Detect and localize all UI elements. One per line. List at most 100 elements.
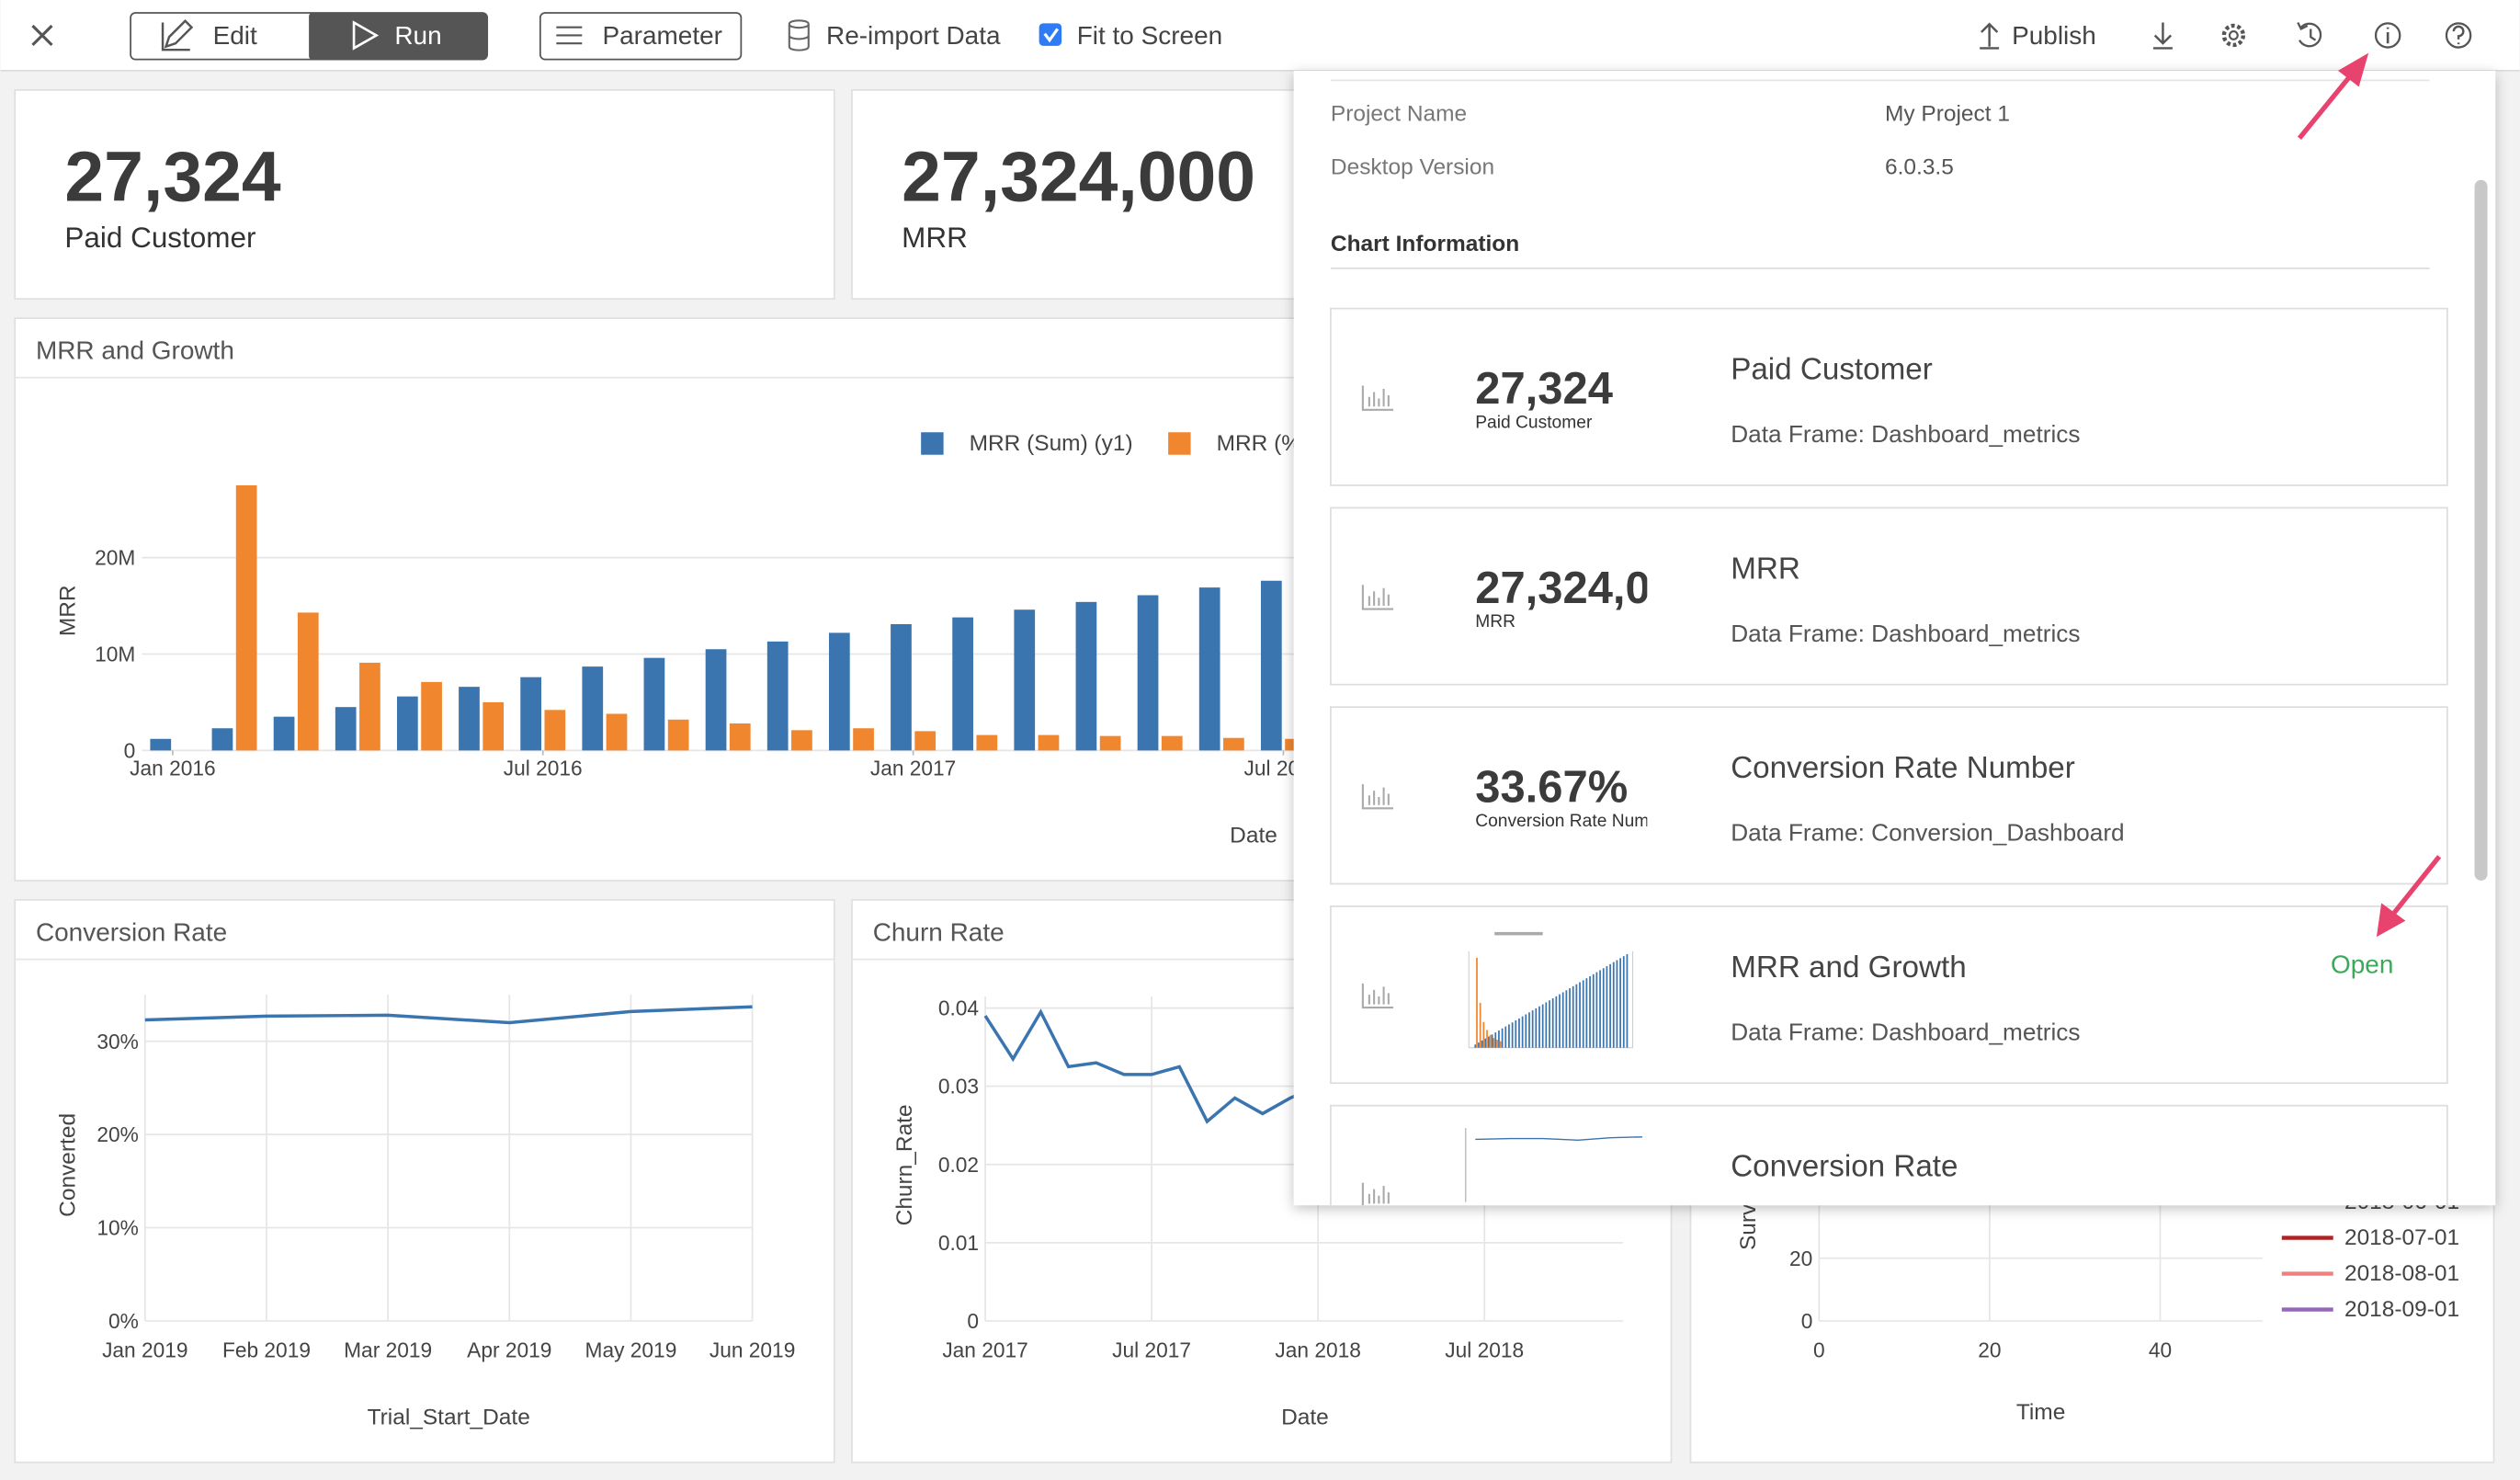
- bar: [1137, 595, 1159, 751]
- arrow: [2297, 75, 2352, 140]
- reimport-button[interactable]: Re-import Data: [826, 21, 1001, 50]
- bar: [766, 641, 789, 751]
- kpi-label: MRR: [902, 222, 968, 254]
- x-tick-label: Jan 2019: [102, 1338, 187, 1361]
- parameter-button-bg[interactable]: [539, 12, 743, 61]
- item-title: MRR and Growth: [1731, 951, 1966, 985]
- y-tick-label: 10%: [96, 1216, 138, 1240]
- preview-label: MRR: [1475, 612, 1515, 632]
- history-icon[interactable]: [2297, 21, 2322, 48]
- legend-swatch: [1168, 432, 1191, 455]
- bar: [791, 730, 812, 751]
- chart-icon: [1361, 585, 1394, 610]
- x-axis-label: Time: [2016, 1400, 2065, 1425]
- settings-icon[interactable]: [2221, 23, 2246, 48]
- preview-label: Conversion Rate Number: [1475, 812, 1674, 831]
- x-tick-label: Jul 2016: [504, 757, 583, 780]
- publish-button[interactable]: Publish: [2012, 21, 2096, 50]
- chart-card: [14, 899, 835, 1463]
- bar: [150, 738, 172, 751]
- bar: [273, 716, 295, 751]
- chart-icon: [1361, 1182, 1390, 1206]
- chart-icon: [1361, 385, 1394, 411]
- preview-label: Paid Customer: [1475, 413, 1593, 432]
- bar: [582, 666, 604, 751]
- bar: [952, 617, 973, 751]
- y-tick-label: 0: [1801, 1309, 1813, 1333]
- x-tick-label: Mar 2019: [344, 1338, 432, 1361]
- y-tick-label: 0.03: [938, 1075, 979, 1099]
- bar: [828, 632, 850, 751]
- y-tick-label: 20M: [95, 546, 135, 570]
- edit-icon: [161, 18, 194, 51]
- bar: [853, 728, 874, 751]
- chart-item: [1330, 905, 2448, 1085]
- line: [144, 1005, 753, 1025]
- chart-icon: [1361, 784, 1394, 810]
- preview: [1465, 1128, 1643, 1202]
- close-icon[interactable]: [31, 24, 53, 47]
- fit-checkbox[interactable]: [1039, 23, 1062, 46]
- info-value: My Project 1: [1885, 102, 2010, 127]
- legend-label: MRR (Sum) (y1): [970, 431, 1133, 456]
- arrow-head: [2337, 52, 2369, 87]
- run-icon: [352, 20, 380, 51]
- info-popup: Chart Information Project Name My Project…: [1293, 70, 2496, 1206]
- x-tick-label: May 2019: [585, 1338, 677, 1361]
- bar: [1223, 737, 1244, 751]
- x-axis-label: Trial_Start_Date: [368, 1405, 530, 1429]
- kpi-value: 27,324,000: [902, 137, 1255, 216]
- y-tick-label: 0: [124, 738, 136, 762]
- help-icon-glyph: [2452, 25, 2465, 45]
- open-link[interactable]: Open: [2331, 950, 2393, 978]
- x-tick-label: Feb 2019: [222, 1338, 311, 1361]
- x-tick-label: Apr 2019: [467, 1338, 551, 1361]
- run-button[interactable]: Run: [394, 21, 441, 50]
- annotations: [2297, 52, 2442, 938]
- x-tick-label: 40: [2149, 1338, 2172, 1361]
- item-data-frame: Data Frame: Dashboard_metrics: [1731, 1018, 2080, 1045]
- scrollbar[interactable]: [2474, 179, 2488, 881]
- item-title: Conversion Rate Number: [1731, 751, 2075, 785]
- bar: [1075, 601, 1097, 751]
- database-icon: [788, 19, 810, 51]
- bar: [891, 623, 912, 751]
- arrow-head: [2376, 903, 2406, 938]
- edit-button[interactable]: Edit: [213, 21, 257, 50]
- y-tick-label: 0.04: [938, 996, 979, 1020]
- item-data-frame: Data Frame: Dashboard_metrics: [1731, 420, 2080, 448]
- y-axis-label: Churn_Rate: [892, 1104, 917, 1225]
- info-icon[interactable]: [2374, 22, 2401, 49]
- legend-swatch: [921, 432, 944, 455]
- parameter-icon: [556, 26, 583, 45]
- chart-icon: [1361, 983, 1394, 1009]
- legend-label: 2018-08-01: [2344, 1261, 2459, 1286]
- legend-label: 2018-09-01: [2344, 1297, 2459, 1322]
- info-value: 6.0.3.5: [1885, 154, 1954, 179]
- y-tick-label: 20%: [96, 1122, 138, 1146]
- bar: [520, 677, 541, 751]
- chart-title: Churn Rate: [873, 917, 1005, 946]
- y-axis-label: Surv: [1736, 1203, 1761, 1250]
- bar: [976, 734, 998, 751]
- item-data-frame: Data Frame: Dashboard_metrics: [1731, 620, 2080, 647]
- bar: [211, 728, 233, 751]
- parameter-button[interactable]: Parameter: [602, 21, 722, 50]
- chart-item: [1330, 706, 2448, 885]
- bar: [482, 701, 505, 751]
- settings-icon-center: [2228, 30, 2239, 40]
- toolbar: Edit Run Parameter Re-import Data Fit to…: [0, 0, 2520, 72]
- help-icon[interactable]: [2445, 22, 2472, 49]
- bar: [1014, 609, 1036, 751]
- bar: [914, 731, 936, 751]
- bar: [1198, 587, 1220, 751]
- fit-to-screen[interactable]: Fit to Screen: [1077, 21, 1222, 50]
- download-icon[interactable]: [2152, 22, 2173, 50]
- y-tick-label: 30%: [96, 1030, 138, 1053]
- bar: [729, 723, 751, 751]
- publish-icon: [1980, 22, 2000, 50]
- y-tick-label: 0.02: [938, 1153, 979, 1177]
- x-tick-label: Jul 2018: [1445, 1338, 1524, 1361]
- bar: [459, 687, 480, 751]
- item-title: Conversion Rate: [1731, 1150, 1958, 1184]
